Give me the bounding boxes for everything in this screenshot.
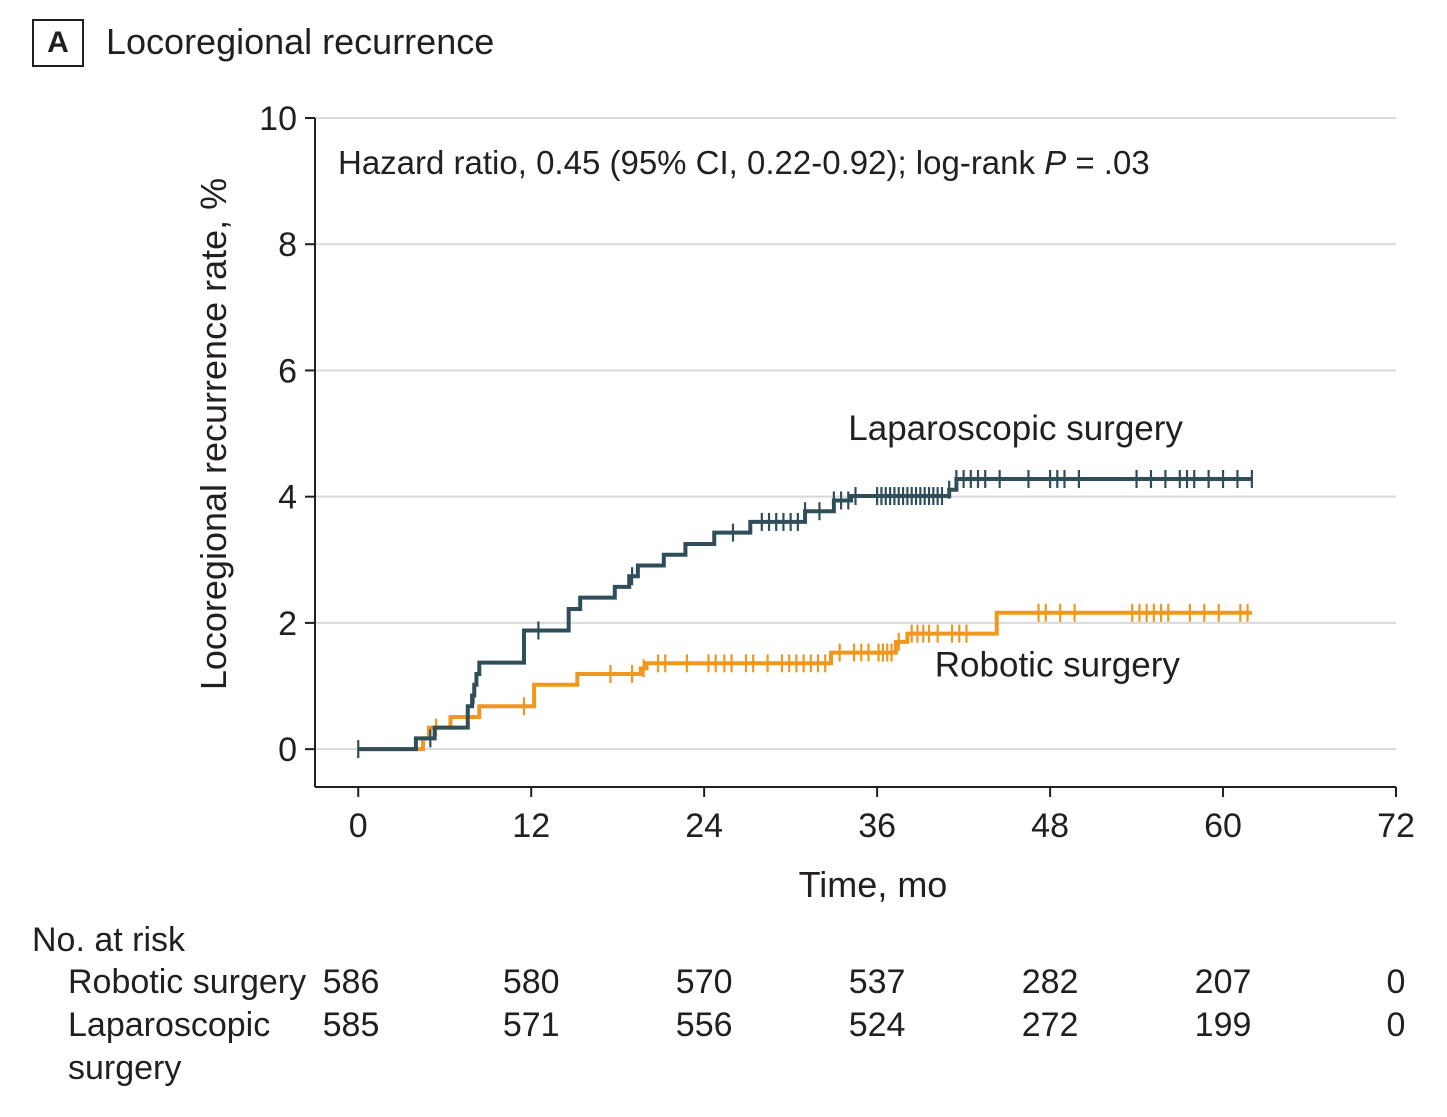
risk-count: 580 — [502, 963, 560, 1001]
risk-count: 282 — [1021, 963, 1079, 1001]
series-label-robotic: Robotic surgery — [935, 646, 1181, 685]
y-tick-label: 8 — [278, 226, 297, 264]
series-curves — [357, 470, 1253, 759]
risk-count: 0 — [1386, 1006, 1406, 1044]
series-line-laparoscopic — [358, 477, 1252, 752]
y-tick-label: 0 — [278, 731, 297, 769]
y-tick-label: 4 — [278, 479, 297, 517]
series-label-laparoscopic: Laparoscopic surgery — [848, 409, 1183, 448]
risk-row-label: surgery — [68, 1049, 182, 1087]
x-tick-label: 12 — [512, 807, 550, 845]
x-tick-label: 60 — [1204, 807, 1242, 845]
risk-count: 556 — [675, 1006, 733, 1044]
x-axis-title: Time, mo — [799, 864, 948, 905]
y-tick-label: 6 — [278, 352, 297, 390]
x-tick-label: 0 — [349, 807, 368, 845]
risk-count: 272 — [1021, 1006, 1079, 1044]
risk-count: 199 — [1194, 1006, 1252, 1044]
y-tick-label: 10 — [259, 100, 297, 138]
x-tick-label: 24 — [685, 807, 723, 845]
risk-count: 585 — [322, 1006, 380, 1044]
risk-count: 207 — [1194, 963, 1252, 1001]
x-tick-label: 48 — [1031, 807, 1069, 845]
chart-title: Locoregional recurrence — [106, 21, 495, 62]
x-tick-label: 72 — [1377, 807, 1415, 845]
risk-row-label: Laparoscopic — [68, 1006, 271, 1044]
risk-count: 0 — [1386, 963, 1406, 1001]
risk-row-label: Robotic surgery — [68, 963, 307, 1001]
risk-count: 571 — [502, 1006, 560, 1044]
y-axis-title: Locoregional recurrence rate, % — [193, 178, 234, 690]
risk-count: 586 — [322, 963, 380, 1001]
y-tick-label: 2 — [278, 605, 297, 643]
panel-label: A — [32, 19, 84, 67]
x-tick-label: 36 — [858, 807, 896, 845]
risk-table-title: No. at risk — [32, 921, 186, 959]
risk-count: 570 — [675, 963, 733, 1001]
chart-labels: Hazard ratio, 0.45 (95% CI, 0.22-0.92); … — [193, 144, 1183, 905]
risk-count: 537 — [848, 963, 906, 1001]
hazard-ratio-annotation: Hazard ratio, 0.45 (95% CI, 0.22-0.92); … — [338, 144, 1150, 181]
risk-count: 524 — [848, 1006, 906, 1044]
